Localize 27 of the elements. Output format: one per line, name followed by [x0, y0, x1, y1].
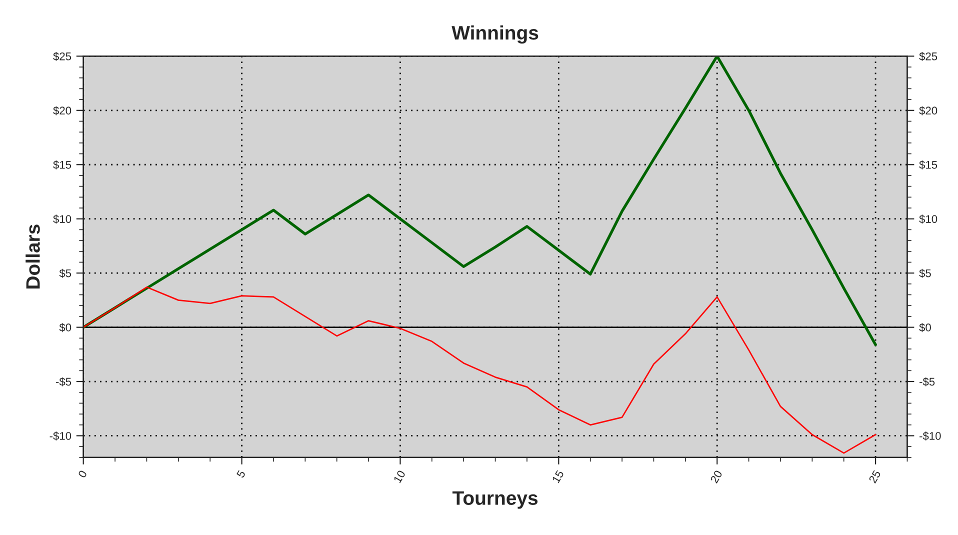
y2-tick-label: -$5	[920, 377, 935, 386]
y2-tick-label: $25	[919, 52, 938, 61]
y-tick-label: $25	[53, 52, 72, 61]
y2-tick-label: -$10	[920, 432, 941, 441]
y2-tick-label: $0	[919, 323, 931, 332]
line-series	[83, 56, 877, 346]
x-tick-label: 10	[393, 470, 406, 484]
y-tick-label: $10	[53, 214, 72, 224]
y2-tick-label: $15	[919, 160, 938, 170]
chart-title: Winnings	[452, 25, 538, 44]
y-tick-label: -$5	[56, 377, 72, 386]
x-axis-title: Tourneys	[452, 491, 538, 509]
y2-tick-label: $20	[919, 106, 938, 116]
y-axis-title: Dollars	[26, 224, 40, 288]
y-tick-label: $15	[53, 160, 72, 170]
y2-tick-label: $10	[919, 214, 938, 224]
y-tick-label: $0	[59, 323, 72, 332]
y2-tick-label: $5	[919, 268, 931, 278]
y-tick-label: -$10	[50, 432, 72, 441]
x-tick-label: 25	[868, 470, 881, 484]
x-tick-label: 5	[236, 470, 246, 478]
x-tick-label: 20	[710, 470, 723, 484]
x-tick-label: 15	[552, 470, 564, 484]
y-tick-label: $20	[53, 106, 72, 116]
y-tick-label: $5	[59, 268, 72, 278]
x-tick-label: 0	[78, 470, 88, 478]
line-series	[83, 286, 876, 454]
